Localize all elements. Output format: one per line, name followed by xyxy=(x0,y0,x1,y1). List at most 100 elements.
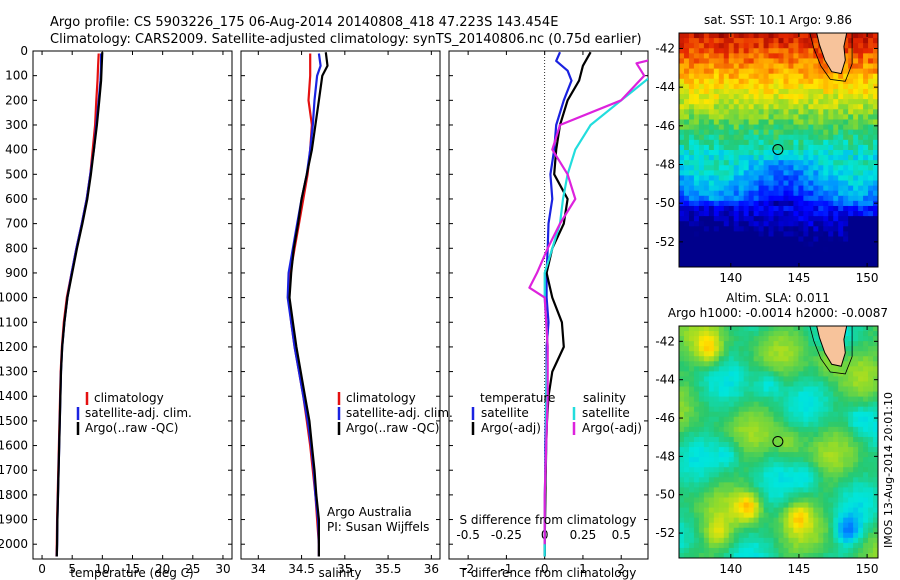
map-cell xyxy=(858,497,864,504)
map-cell xyxy=(783,512,790,519)
map-cell xyxy=(813,33,819,39)
map-cell xyxy=(708,236,715,243)
map-cell xyxy=(708,391,715,398)
map-cell xyxy=(843,462,849,468)
lon-tick-label: 145 xyxy=(787,562,810,576)
map-cell xyxy=(683,261,690,267)
map-cell xyxy=(768,185,775,192)
map-cell xyxy=(718,99,725,105)
map-cell xyxy=(679,411,685,418)
map-cell xyxy=(828,467,834,473)
series-group xyxy=(528,51,648,557)
map-cell xyxy=(868,48,874,54)
map-cell xyxy=(753,236,760,243)
map-cell xyxy=(808,38,814,44)
map-cell xyxy=(728,114,735,121)
map-cell xyxy=(848,376,854,383)
map-cell xyxy=(843,487,849,494)
map-cell xyxy=(858,68,864,75)
map-cell xyxy=(703,144,710,151)
map-cell xyxy=(733,155,740,161)
map-cell xyxy=(713,356,720,362)
map-cell xyxy=(858,381,864,388)
map-cell xyxy=(813,216,819,222)
map-cell xyxy=(783,195,790,202)
map-cell xyxy=(848,256,854,263)
map-cell xyxy=(728,261,735,267)
map-cell xyxy=(748,48,755,54)
map-cell xyxy=(718,391,725,398)
map-cell xyxy=(698,48,705,54)
map-cell xyxy=(798,462,804,468)
map-cell xyxy=(718,38,725,44)
map-cell xyxy=(808,78,814,85)
map-cell xyxy=(823,170,829,177)
map-cell xyxy=(868,386,874,393)
map-cell xyxy=(828,532,834,539)
map-cell xyxy=(688,256,695,263)
map-cell xyxy=(713,361,720,367)
legend-climatology: climatology xyxy=(346,391,416,405)
map-cell xyxy=(778,512,785,519)
map-cell xyxy=(813,447,819,453)
map-cell xyxy=(843,346,849,352)
map-cell xyxy=(753,221,760,227)
map-cell xyxy=(793,94,799,100)
map-cell xyxy=(823,256,829,263)
map-cell xyxy=(823,150,829,156)
map-cell xyxy=(698,391,705,398)
map-cell xyxy=(753,517,760,524)
map-cell xyxy=(743,487,750,494)
map-cell xyxy=(723,211,730,217)
map-cell xyxy=(723,221,730,227)
map-cell xyxy=(833,487,839,494)
map-cell xyxy=(753,78,760,85)
map-cell xyxy=(679,487,685,494)
map-cell xyxy=(683,200,690,207)
map-cell xyxy=(843,68,849,75)
map-cell xyxy=(683,436,690,443)
map-cell xyxy=(778,426,785,433)
map-cell xyxy=(788,462,795,468)
map-cell xyxy=(679,73,685,80)
map-cell xyxy=(798,497,804,504)
map-cell xyxy=(718,457,725,463)
map-cell xyxy=(688,487,695,494)
map-cell xyxy=(768,326,775,332)
map-cell xyxy=(743,527,750,534)
map-cell xyxy=(768,180,775,187)
map-cell xyxy=(733,144,740,151)
map-cell xyxy=(808,431,814,438)
y-tick-label: 100 xyxy=(5,69,28,83)
map-cell xyxy=(868,109,874,115)
map-cell xyxy=(679,492,685,499)
map-cell xyxy=(688,431,695,438)
map-cell xyxy=(813,231,819,238)
map-cell xyxy=(783,180,790,187)
map-cell xyxy=(703,150,710,156)
map-cell xyxy=(803,160,809,166)
map-cell xyxy=(873,63,878,70)
map-cell xyxy=(828,170,834,177)
map-cell xyxy=(848,195,854,202)
map-cell xyxy=(748,129,755,136)
map-cell xyxy=(748,226,755,232)
map-cell xyxy=(753,502,760,509)
map-cell xyxy=(693,226,700,232)
map-cell xyxy=(728,522,735,529)
map-cell xyxy=(828,195,834,202)
map-cell xyxy=(728,216,735,222)
map-cell xyxy=(813,452,819,458)
map-cell xyxy=(873,326,878,332)
map-cell xyxy=(688,497,695,504)
map-cell xyxy=(798,356,804,362)
map-cell xyxy=(833,104,839,110)
map-cell xyxy=(863,351,869,357)
map-cell xyxy=(763,231,770,238)
map-cell xyxy=(723,175,730,182)
map-cell xyxy=(823,542,829,549)
map-cell xyxy=(808,226,814,232)
map-cell xyxy=(843,43,849,49)
map-cell xyxy=(743,129,750,136)
map-cell xyxy=(868,436,874,443)
